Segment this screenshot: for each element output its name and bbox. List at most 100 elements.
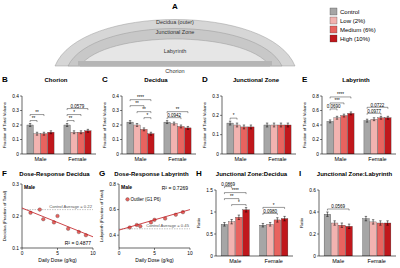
bar <box>341 116 347 154</box>
error-bar <box>341 223 343 227</box>
bracket <box>232 205 246 207</box>
plot-area <box>127 121 191 154</box>
plot-area <box>27 124 91 154</box>
bar <box>134 125 140 154</box>
significance: ** <box>69 116 73 121</box>
x-tick-label: 0 <box>118 251 121 256</box>
significance: * <box>273 203 275 208</box>
x-tick-label: 0 <box>21 251 24 256</box>
y-tick <box>220 96 222 97</box>
y-tick <box>117 209 119 210</box>
figure: ADecidua (outer)Junctional ZoneLabyrinth… <box>0 0 400 268</box>
y-axis <box>216 190 217 256</box>
panel-letter: H <box>196 169 202 178</box>
error-bar <box>262 223 264 227</box>
significance: 0.0579 <box>71 104 85 109</box>
bar <box>85 131 91 154</box>
x-label: Daily Dose (g/kg) <box>38 257 77 263</box>
bar <box>41 134 47 154</box>
significance: ** <box>32 116 36 121</box>
x-tick-label: Male <box>35 156 47 162</box>
y-tick <box>20 184 22 185</box>
bar <box>64 125 70 154</box>
legend-label: High (10%) <box>340 36 370 42</box>
error-bar <box>238 215 240 219</box>
y-tick <box>320 110 322 111</box>
point <box>42 217 46 221</box>
bar <box>348 113 354 154</box>
bar <box>78 132 84 154</box>
r-squared: R² = 0.7269 <box>162 185 188 191</box>
y-tick-label: 0.2 <box>12 214 19 219</box>
bracket <box>330 97 351 99</box>
chorion-layer <box>78 61 272 66</box>
y-axis <box>119 184 120 248</box>
x-tick-label: Female <box>368 258 386 264</box>
error-bar <box>273 123 275 127</box>
error-bar <box>365 216 367 220</box>
fit-line <box>119 210 190 230</box>
bar <box>278 125 284 154</box>
x-axis <box>322 154 396 155</box>
bar <box>267 224 274 256</box>
x-tick <box>93 248 94 250</box>
y-tick <box>20 125 22 126</box>
subtitle: Male <box>121 184 132 190</box>
y-tick <box>117 184 119 185</box>
y-tick <box>214 190 216 191</box>
y-tick-label: 0.2 <box>312 137 319 142</box>
y-tick-label: 0.2 <box>309 232 316 237</box>
error-bar <box>266 123 268 127</box>
legend-swatch <box>330 8 337 15</box>
significance: ** <box>142 107 146 112</box>
y-tick-label: 0.5 <box>206 232 213 237</box>
error-bar <box>230 219 232 223</box>
bar <box>71 132 77 154</box>
bar <box>148 134 154 154</box>
y-tick-label: 1.5 <box>206 188 213 193</box>
significance: ** <box>230 194 234 199</box>
bar <box>228 222 235 256</box>
x-axis <box>22 154 96 155</box>
x-axis <box>216 256 293 257</box>
panel-letter: I <box>299 169 301 178</box>
y-tick <box>120 125 122 126</box>
error-bar <box>223 223 225 227</box>
plot-area <box>324 212 391 256</box>
panel-letter: D <box>202 75 208 84</box>
y-tick-label: 0.4 <box>312 123 319 128</box>
bracket <box>67 121 74 123</box>
bar <box>327 121 333 154</box>
bar <box>274 220 281 256</box>
y-tick <box>317 256 319 257</box>
bar <box>34 134 40 154</box>
error-bar <box>29 124 31 127</box>
bar <box>48 132 54 154</box>
r-squared: R² = 0.4877 <box>65 240 91 246</box>
error-bar <box>66 124 68 127</box>
panel-letter: A <box>172 2 178 11</box>
y-tick <box>20 216 22 217</box>
bar <box>331 223 338 256</box>
bar <box>281 219 288 256</box>
error-bar <box>269 223 271 227</box>
y-tick-label: 0 <box>16 152 19 157</box>
error-bar <box>43 132 45 135</box>
y-tick-label: 0.3 <box>12 182 19 187</box>
reference-line <box>22 209 93 210</box>
error-bar <box>36 132 38 135</box>
bar <box>378 118 384 154</box>
error-bar <box>343 114 345 117</box>
significance: ** <box>135 101 139 106</box>
significance: 0.0690 <box>327 104 341 109</box>
point <box>56 214 60 218</box>
bar <box>264 125 270 154</box>
chart-title: Dose-Response Decidua <box>19 171 90 177</box>
significance: *** <box>334 98 340 103</box>
y-label: Fraction of Total Volume <box>2 101 7 148</box>
x-tick-label: Male <box>235 156 247 162</box>
bar <box>377 223 384 256</box>
x-tick <box>57 248 58 250</box>
significance: **** <box>232 188 239 193</box>
bar <box>384 223 391 256</box>
